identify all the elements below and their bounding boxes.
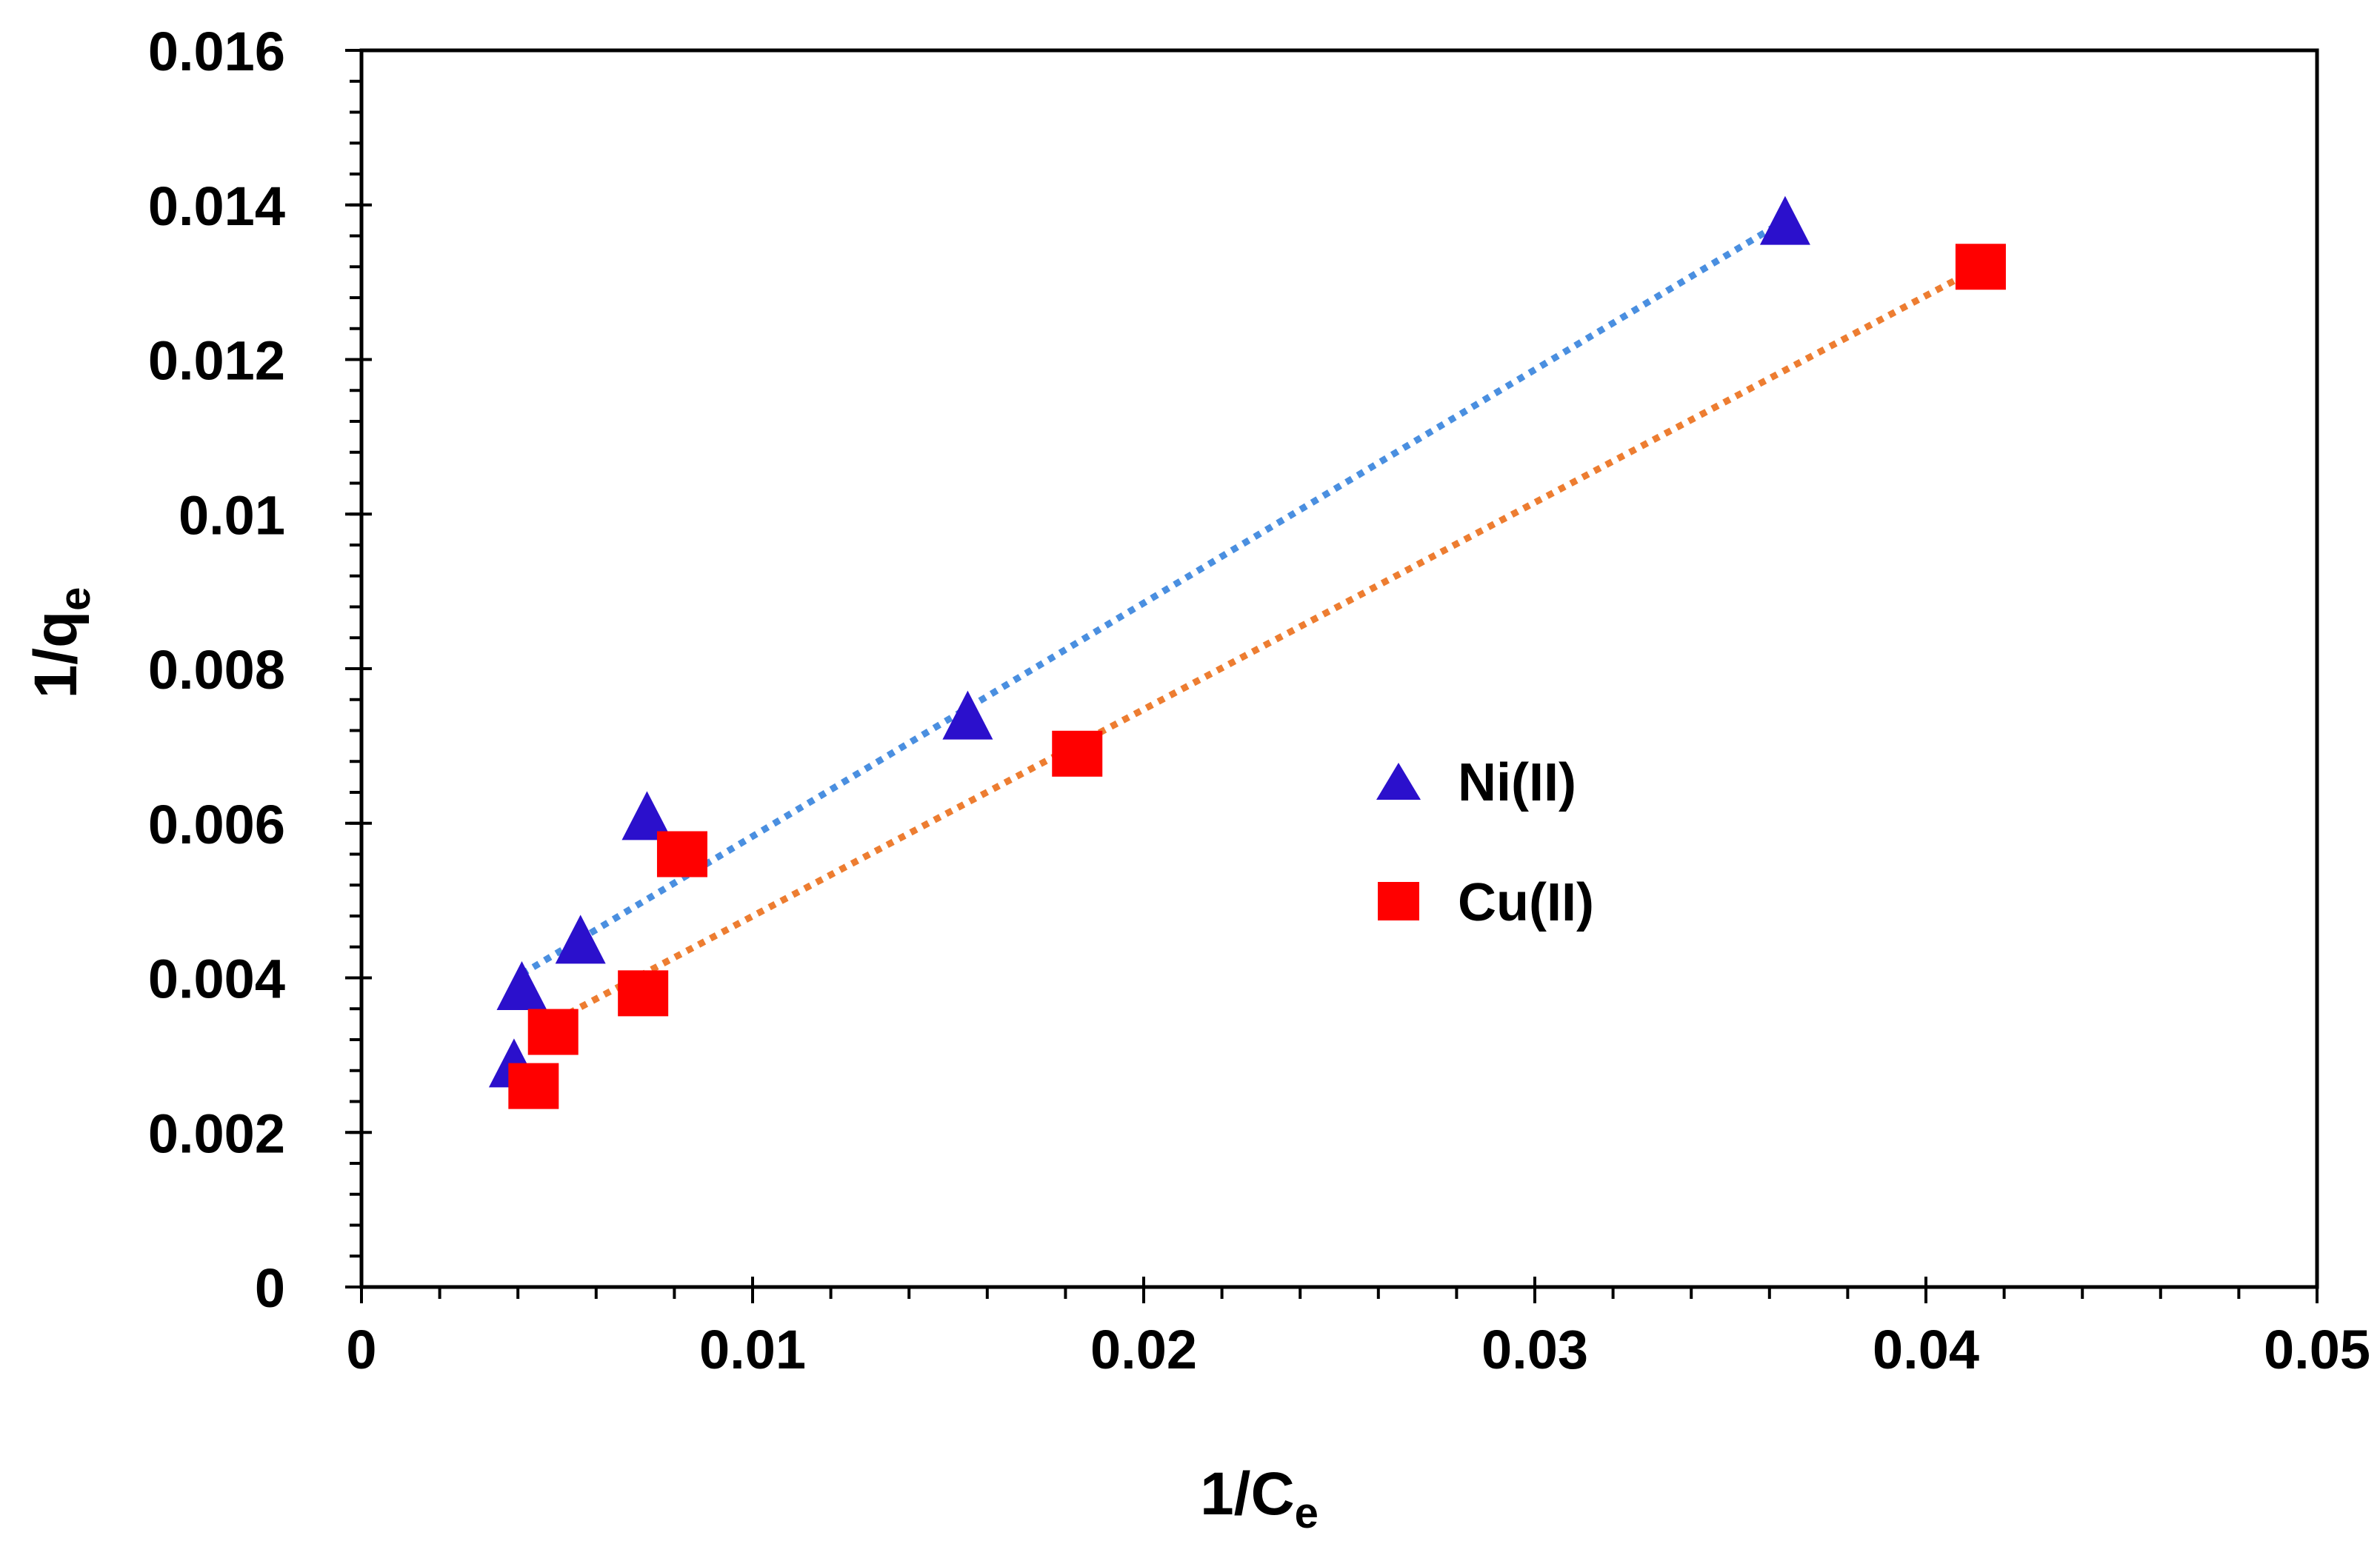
data-point-cu xyxy=(1955,244,2006,290)
trendline-cu xyxy=(532,264,1983,1035)
data-point-cu xyxy=(656,831,707,878)
legend-marker-cu xyxy=(1378,882,1419,920)
y-tick-label: 0.002 xyxy=(148,1103,285,1164)
x-axis-title-main: 1/C xyxy=(1200,1460,1295,1528)
x-tick-label: 0.05 xyxy=(2264,1319,2370,1380)
major-ticks xyxy=(345,49,2319,1303)
data-point-cu xyxy=(618,970,669,1017)
legend-label-cu: Cu(II) xyxy=(1458,873,1594,932)
y-axis-title-sub: e xyxy=(51,587,99,611)
plot-area-frame xyxy=(359,48,2319,1289)
plot-frame xyxy=(359,48,2319,1289)
x-tick-label: 0 xyxy=(346,1319,376,1380)
data-point-cu xyxy=(1052,730,1103,777)
y-tick-label: 0.008 xyxy=(148,639,285,701)
x-tick-label: 0.01 xyxy=(699,1319,806,1380)
data-point-ni xyxy=(942,690,993,740)
x-tick-label: 0.02 xyxy=(1090,1319,1197,1380)
y-tick-label: 0.01 xyxy=(179,484,285,546)
legend-marker-ni xyxy=(1376,763,1421,800)
y-tick-label: 0 xyxy=(255,1257,285,1319)
minor-ticks xyxy=(350,49,2319,1299)
data-point-ni xyxy=(555,915,606,964)
y-tick-label: 0.014 xyxy=(148,176,285,237)
y-tick-label: 0.016 xyxy=(148,21,285,82)
y-tick-label: 0.006 xyxy=(148,794,285,855)
x-axis-title: 1/Ce xyxy=(1200,1460,1319,1537)
y-axis-title-main: 1/q xyxy=(22,611,90,698)
trendline-ni xyxy=(520,217,1787,977)
data-point-cu xyxy=(508,1063,559,1109)
data-point-ni xyxy=(621,791,673,840)
y-tick-label: 0.004 xyxy=(148,949,285,1010)
legend: Ni(II) Cu(II) xyxy=(1376,753,1594,932)
data-point-cu xyxy=(527,1009,579,1055)
y-axis-title: 1/qe xyxy=(22,587,99,699)
trendlines xyxy=(520,217,1983,1035)
x-tick-labels: 0 0.01 0.02 0.03 0.04 0.05 xyxy=(346,1319,2370,1380)
x-axis-title-sub: e xyxy=(1295,1489,1319,1537)
data-points xyxy=(488,195,2006,1109)
data-point-ni xyxy=(1759,195,1810,245)
y-tick-labels: 0 0.002 0.004 0.006 0.008 0.01 0.012 0.014 0.016 xyxy=(148,21,285,1319)
x-tick-label: 0.04 xyxy=(1873,1319,1979,1380)
y-tick-label: 0.012 xyxy=(148,330,285,392)
x-tick-label: 0.03 xyxy=(1481,1319,1588,1380)
legend-label-ni: Ni(II) xyxy=(1458,753,1576,812)
data-point-ni xyxy=(496,960,547,1010)
